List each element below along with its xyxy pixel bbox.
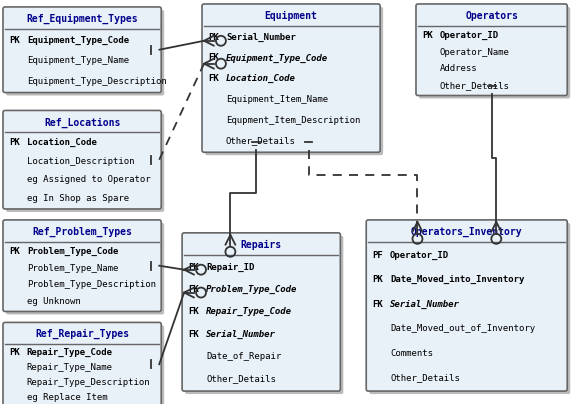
FancyBboxPatch shape — [202, 4, 380, 152]
Text: Address: Address — [440, 64, 477, 73]
Text: Repair_Type_Description: Repair_Type_Description — [27, 378, 151, 387]
Text: eg Unknown: eg Unknown — [27, 297, 80, 306]
Text: Problem_Type_Name: Problem_Type_Name — [27, 264, 118, 273]
Text: eg Replace Item: eg Replace Item — [27, 393, 108, 402]
Text: Equipment_Type_Name: Equipment_Type_Name — [27, 56, 129, 65]
FancyBboxPatch shape — [369, 223, 570, 394]
Text: PK: PK — [9, 348, 20, 357]
Text: PK: PK — [9, 247, 20, 256]
Text: Serial_Number: Serial_Number — [226, 33, 296, 42]
Text: Repair_ID: Repair_ID — [206, 262, 254, 272]
FancyBboxPatch shape — [366, 220, 568, 391]
Text: eg Assigned to Operator: eg Assigned to Operator — [27, 175, 151, 184]
FancyBboxPatch shape — [419, 7, 570, 98]
FancyBboxPatch shape — [6, 113, 164, 212]
FancyBboxPatch shape — [6, 223, 164, 314]
Text: Operators_Inventory: Operators_Inventory — [411, 227, 523, 237]
FancyBboxPatch shape — [3, 322, 161, 405]
FancyBboxPatch shape — [205, 7, 383, 155]
Text: Other_Details: Other_Details — [440, 81, 510, 90]
FancyBboxPatch shape — [6, 10, 164, 96]
Text: Serial_Number: Serial_Number — [206, 330, 276, 339]
Text: Operator_Name: Operator_Name — [440, 47, 510, 57]
Text: Location_Description: Location_Description — [27, 157, 135, 166]
Text: Repair_Type_Code: Repair_Type_Code — [27, 348, 113, 357]
Text: Other_Details: Other_Details — [390, 373, 460, 383]
Text: PK: PK — [9, 138, 20, 147]
Text: Problem_Type_Description: Problem_Type_Description — [27, 280, 156, 290]
Text: FK: FK — [188, 285, 199, 294]
Text: Problem_Type_Code: Problem_Type_Code — [206, 285, 297, 294]
Text: PK: PK — [9, 36, 20, 45]
Text: PK: PK — [372, 275, 383, 284]
Text: Problem_Type_Code: Problem_Type_Code — [27, 247, 118, 256]
Text: Other_Details: Other_Details — [226, 136, 296, 145]
Text: Operator_ID: Operator_ID — [440, 31, 499, 40]
FancyBboxPatch shape — [416, 4, 568, 96]
FancyBboxPatch shape — [3, 220, 161, 311]
Text: Repair_Type_Name: Repair_Type_Name — [27, 363, 113, 372]
FancyBboxPatch shape — [185, 236, 343, 394]
Text: FK: FK — [208, 53, 218, 62]
Text: Location_Code: Location_Code — [226, 74, 296, 83]
Text: FK: FK — [208, 74, 218, 83]
Text: PK: PK — [188, 262, 199, 272]
FancyBboxPatch shape — [6, 325, 164, 405]
Text: Ref_Equipment_Types: Ref_Equipment_Types — [26, 14, 138, 24]
Text: Location_Code: Location_Code — [27, 138, 97, 147]
Text: PK: PK — [422, 31, 433, 40]
Text: Serial_Number: Serial_Number — [390, 300, 460, 309]
Text: FK: FK — [188, 307, 199, 316]
Text: Operator_ID: Operator_ID — [390, 251, 449, 260]
Text: Repair_Type_Code: Repair_Type_Code — [206, 307, 292, 316]
FancyBboxPatch shape — [182, 233, 340, 391]
Text: Equipment_Type_Description: Equipment_Type_Description — [27, 77, 167, 86]
Text: Equipment: Equipment — [264, 11, 317, 21]
Text: Ref_Problem_Types: Ref_Problem_Types — [32, 227, 132, 237]
Text: PK: PK — [208, 33, 218, 42]
Text: Equipment_Item_Name: Equipment_Item_Name — [226, 95, 328, 104]
FancyBboxPatch shape — [3, 7, 161, 92]
Text: Ref_Repair_Types: Ref_Repair_Types — [35, 329, 129, 339]
Text: Date_Moved_into_Inventory: Date_Moved_into_Inventory — [390, 275, 524, 284]
Text: Date_Moved_out_of_Inventory: Date_Moved_out_of_Inventory — [390, 324, 535, 333]
Text: Equipment_Type_Code: Equipment_Type_Code — [27, 36, 129, 45]
Text: Repairs: Repairs — [241, 240, 282, 250]
Text: FK: FK — [372, 300, 383, 309]
Text: FK: FK — [188, 330, 199, 339]
Text: Comments: Comments — [390, 349, 433, 358]
Text: Date_of_Repair: Date_of_Repair — [206, 352, 281, 361]
Text: eg In Shop as Spare: eg In Shop as Spare — [27, 194, 129, 203]
Text: Equipment_Type_Code: Equipment_Type_Code — [226, 53, 328, 62]
Text: Other_Details: Other_Details — [206, 375, 276, 384]
Text: Equpment_Item_Description: Equpment_Item_Description — [226, 116, 361, 125]
FancyBboxPatch shape — [3, 111, 161, 209]
Text: Ref_Locations: Ref_Locations — [44, 117, 120, 128]
Text: PF: PF — [372, 251, 383, 260]
Text: Operators: Operators — [465, 11, 518, 21]
